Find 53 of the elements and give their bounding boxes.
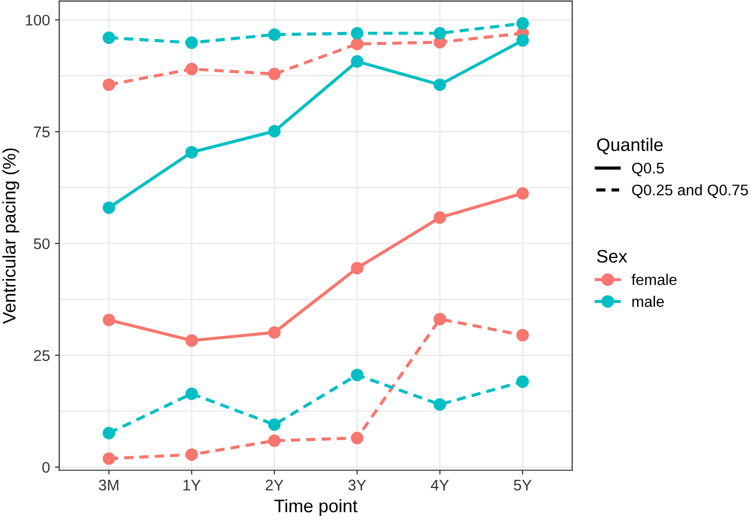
y-tick-label: 75 — [34, 126, 50, 138]
x-tick-label: 4Y — [430, 480, 449, 490]
x-tick-label: 1Y — [183, 480, 201, 490]
point — [185, 448, 198, 461]
point — [350, 432, 364, 444]
point — [268, 434, 281, 447]
y-tick-label: 25 — [34, 350, 50, 361]
point — [434, 27, 446, 40]
point — [434, 312, 446, 326]
point — [516, 328, 529, 342]
x-tick-label: 3M — [98, 480, 118, 490]
point — [350, 55, 364, 68]
text: Sex — [597, 250, 628, 263]
y-tick-label: 50 — [34, 238, 50, 250]
point — [268, 326, 281, 339]
text: Q0.5 — [632, 162, 664, 176]
point — [268, 124, 281, 138]
point — [102, 31, 116, 44]
point — [268, 28, 281, 41]
point — [434, 78, 446, 91]
point — [102, 201, 116, 214]
point — [185, 146, 198, 158]
point — [516, 187, 529, 200]
point — [350, 262, 364, 274]
legend-label: female — [632, 274, 677, 286]
point — [350, 27, 364, 40]
point — [268, 418, 281, 431]
y-tick-label: 0 — [42, 462, 50, 473]
point — [516, 375, 529, 388]
text: Quantile — [597, 138, 663, 154]
point — [185, 334, 198, 347]
text: Q0.25 and Q0.75 — [632, 184, 748, 198]
point — [434, 211, 446, 224]
point — [102, 452, 116, 465]
point — [516, 17, 529, 30]
point — [350, 38, 364, 50]
point — [102, 426, 116, 440]
y-axis-title: Ventricular pacing (%) — [2, 148, 20, 324]
y-tick-label: 100 — [26, 14, 50, 26]
point — [185, 388, 198, 400]
point — [268, 68, 281, 80]
point — [516, 34, 529, 47]
x-tick-label: 5Y — [514, 480, 532, 490]
point — [102, 314, 116, 326]
point — [185, 36, 198, 49]
x-tick-label: 3Y — [348, 480, 366, 490]
point — [185, 62, 198, 76]
x-tick-label: 2Y — [266, 480, 284, 490]
point — [102, 78, 116, 91]
point — [350, 368, 364, 382]
legend-label: male — [632, 296, 664, 307]
x-axis-title: Time point — [274, 499, 358, 516]
point — [434, 398, 446, 411]
